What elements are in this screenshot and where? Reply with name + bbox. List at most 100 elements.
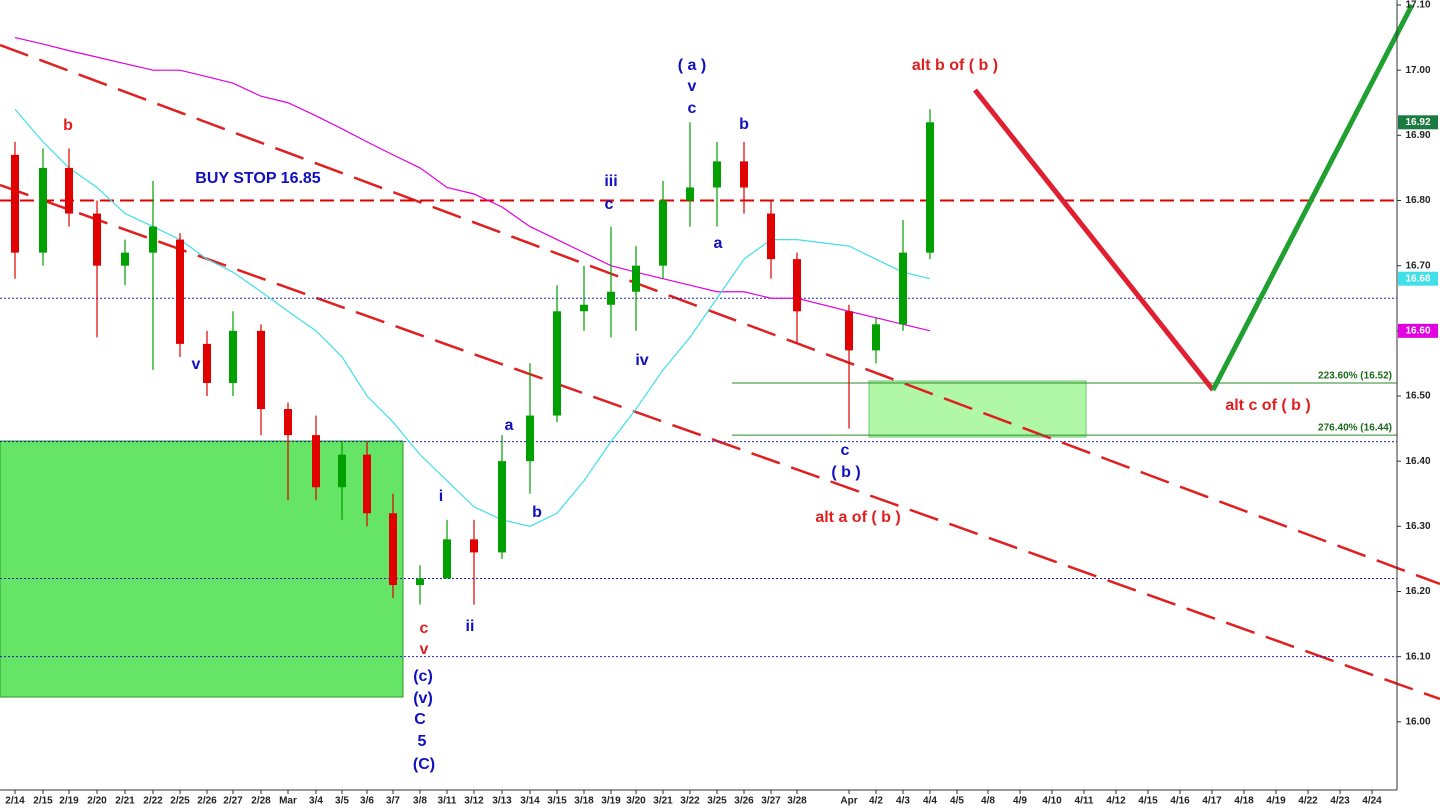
y-tick-label: 16.00 <box>1405 716 1430 727</box>
y-tick-label: 16.20 <box>1405 586 1430 597</box>
x-tick-label: 4/9 <box>1013 796 1027 807</box>
x-tick-label: 2/19 <box>59 796 79 807</box>
candle-body <box>229 330 237 383</box>
candle-body <box>926 122 934 253</box>
target-box <box>868 380 1087 438</box>
wave-label: c <box>420 620 429 637</box>
y-tick-label: 16.50 <box>1405 391 1430 402</box>
x-tick-label: 4/2 <box>869 796 883 807</box>
x-tick-label: 3/4 <box>309 796 323 807</box>
wave-label: (C) <box>413 756 435 773</box>
candle-body <box>686 187 694 201</box>
x-tick-label: 4/4 <box>923 796 937 807</box>
price-badge-label: 16.92 <box>1405 117 1430 128</box>
x-tick-label: 3/21 <box>653 796 673 807</box>
candle-body <box>149 226 157 253</box>
candle-body <box>443 539 451 579</box>
x-tick-label: 2/27 <box>223 796 243 807</box>
x-tick-label: 4/3 <box>896 796 910 807</box>
wave-label: b <box>739 116 749 133</box>
x-tick-label: 3/11 <box>438 796 457 807</box>
wave-label: i <box>439 488 443 505</box>
candle-body <box>363 454 371 514</box>
x-tick-label: 4/24 <box>1362 796 1382 807</box>
candle-body <box>389 513 397 585</box>
candle-body <box>659 200 667 266</box>
projection-up <box>1210 3 1415 392</box>
wave-label: a <box>505 417 514 434</box>
candle-body <box>632 265 640 292</box>
wave-label: alt b of ( b ) <box>912 57 998 74</box>
x-tick-label: 4/8 <box>981 796 995 807</box>
trend-channel <box>0 43 1440 586</box>
fib-label: 223.60% (16.52) <box>1318 371 1392 382</box>
y-tick-label: 17.10 <box>1405 0 1430 11</box>
x-tick-label: 3/26 <box>734 796 754 807</box>
fib-label: 276.40% (16.44) <box>1318 423 1392 434</box>
price-badge <box>1398 323 1438 338</box>
x-tick-label: 2/26 <box>197 796 217 807</box>
wave-label: v <box>420 641 429 658</box>
wave-label: BUY STOP 16.85 <box>195 170 321 187</box>
candle-body <box>416 578 424 585</box>
candle-body <box>526 415 534 462</box>
wave-label: C <box>414 711 426 728</box>
wave-label: (c) <box>413 668 433 685</box>
target-box <box>0 440 404 698</box>
price-badge-label: 16.60 <box>1405 325 1430 336</box>
y-tick-label: 16.90 <box>1405 130 1430 141</box>
candle-body <box>121 252 129 266</box>
price-badge <box>1398 115 1438 130</box>
wave-label: c <box>841 442 850 459</box>
price-badge-label: 16.68 <box>1405 273 1430 284</box>
x-tick-label: 2/14 <box>5 796 25 807</box>
candle-body <box>39 167 47 253</box>
x-tick-label: 3/7 <box>386 796 400 807</box>
wave-label: b <box>532 504 542 521</box>
x-tick-label: 4/11 <box>1075 796 1094 807</box>
wave-label: iv <box>635 352 648 369</box>
y-tick-label: 17.00 <box>1405 65 1430 76</box>
wave-label: ii <box>466 618 475 635</box>
y-tick-label: 16.70 <box>1405 260 1430 271</box>
candle-body <box>312 435 320 488</box>
candle-body <box>740 161 748 188</box>
candle-body <box>284 409 292 436</box>
x-tick-label: 4/23 <box>1330 796 1350 807</box>
wave-label: ( b ) <box>831 464 860 481</box>
x-tick-label: 3/27 <box>761 796 781 807</box>
wave-label: 5 <box>418 733 427 750</box>
x-tick-label: 4/15 <box>1138 796 1158 807</box>
x-tick-label: 3/8 <box>413 796 427 807</box>
candle-body <box>607 291 615 305</box>
candle-body <box>713 161 721 188</box>
candle-body <box>793 259 801 312</box>
wave-label: ( a ) <box>678 57 706 74</box>
x-tick-label: 4/16 <box>1170 796 1190 807</box>
candle-body <box>845 311 853 351</box>
x-tick-label: 3/22 <box>680 796 700 807</box>
x-tick-label: Mar <box>279 796 297 807</box>
x-tick-label: 3/14 <box>520 796 540 807</box>
x-tick-label: 3/6 <box>360 796 374 807</box>
candle-body <box>203 343 211 383</box>
moving-average <box>14 36 931 332</box>
x-tick-label: Apr <box>840 796 857 807</box>
candle-body <box>65 167 73 214</box>
projection-down <box>973 88 1215 392</box>
y-tick-label: 16.80 <box>1405 195 1430 206</box>
x-tick-label: 3/12 <box>464 796 484 807</box>
wave-label: a <box>714 235 723 252</box>
x-tick-label: 4/10 <box>1042 796 1062 807</box>
x-tick-label: 3/15 <box>547 796 567 807</box>
candle-body <box>498 461 506 553</box>
candle-body <box>872 324 880 351</box>
moving-average <box>14 108 931 527</box>
plot-layer: 223.60% (16.52) 276.40% (16.44) <box>0 36 1397 658</box>
x-tick-label: 3/18 <box>574 796 594 807</box>
x-tick-label: 3/28 <box>787 796 807 807</box>
wave-label: iii <box>604 173 617 190</box>
wave-label: c <box>688 100 697 117</box>
x-tick-label: 3/25 <box>707 796 727 807</box>
